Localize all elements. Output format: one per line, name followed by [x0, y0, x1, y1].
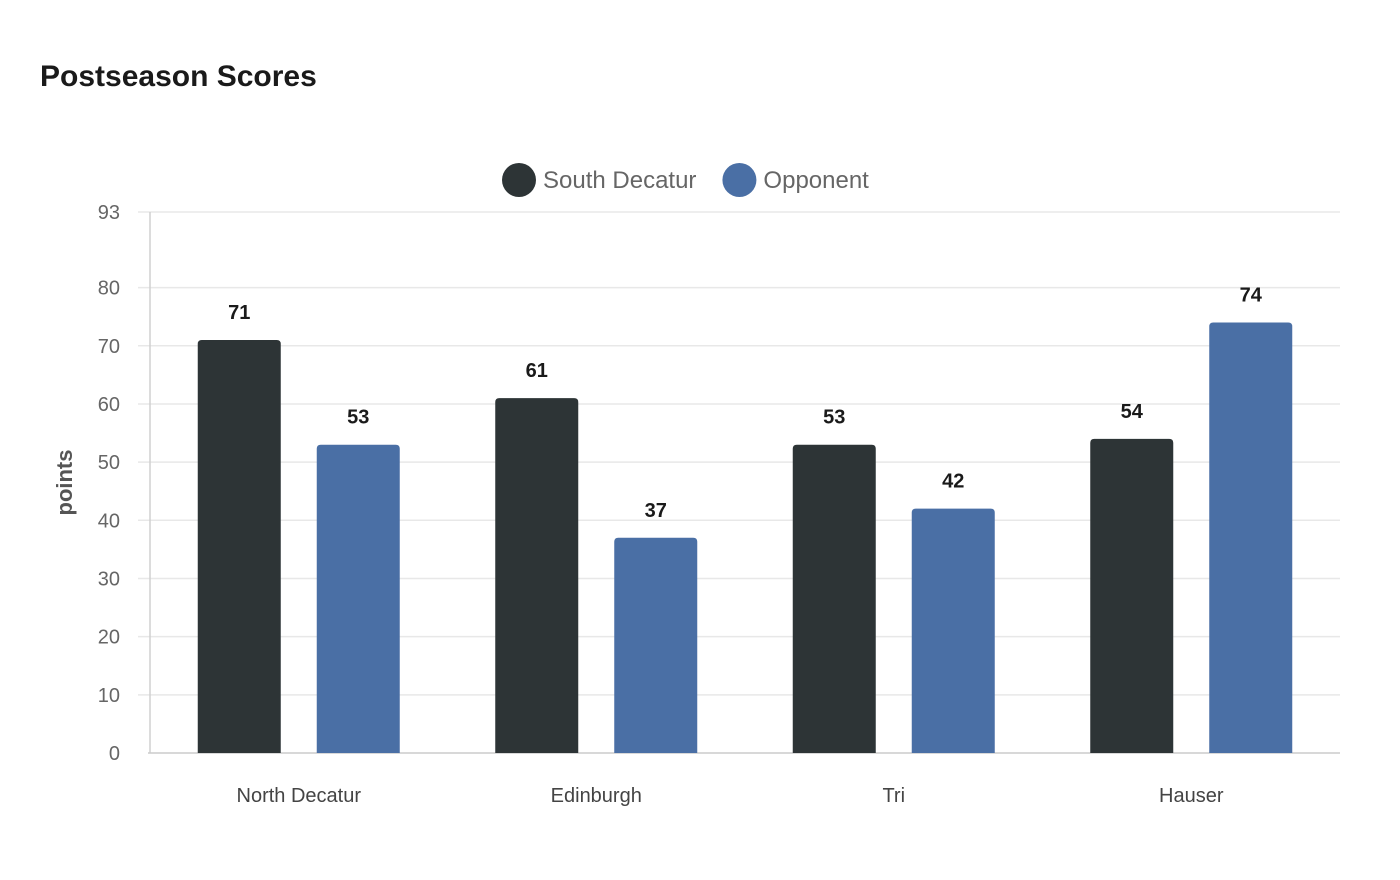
legend-swatch [502, 163, 536, 197]
y-tick-label: 70 [98, 336, 120, 358]
legend-label: Opponent [763, 167, 869, 194]
value-label: 61 [526, 360, 548, 382]
y-tick-label: 20 [98, 627, 120, 649]
y-tick-label: 10 [98, 685, 120, 707]
y-tick-label: 80 [98, 278, 120, 300]
value-label: 53 [347, 407, 369, 429]
chart-title: Postseason Scores [40, 60, 317, 93]
legend-label: South Decatur [543, 167, 696, 194]
y-tick-label: 50 [98, 452, 120, 474]
y-tick-label: 40 [98, 510, 120, 532]
category-label: North Decatur [237, 785, 362, 807]
y-tick-labels: 0 10 20 30 40 50 60 70 80 93 [98, 202, 120, 765]
value-label: 37 [645, 500, 667, 522]
bar [792, 444, 876, 753]
category-label: Edinburgh [551, 785, 642, 807]
value-label: 71 [228, 302, 250, 324]
bar [1209, 322, 1293, 753]
bar [316, 444, 400, 753]
value-label: 53 [823, 407, 845, 429]
value-label: 54 [1121, 401, 1144, 423]
category-labels: North Decatur Edinburgh Tri Hauser [237, 785, 1224, 807]
y-tick-label: 30 [98, 568, 120, 590]
value-labels: 71 53 61 37 53 42 54 74 [228, 285, 1263, 522]
bar [197, 339, 281, 753]
legend: South Decatur Opponent [502, 163, 869, 197]
bar [1090, 438, 1174, 753]
category-label: Tri [882, 785, 905, 807]
value-label: 42 [942, 471, 964, 493]
y-tick-label: 60 [98, 394, 120, 416]
y-axis-label: points [52, 450, 77, 516]
bar [614, 537, 698, 753]
y-tick-label: 0 [109, 743, 120, 765]
bar [495, 398, 579, 753]
bar [911, 508, 995, 753]
value-label: 74 [1240, 285, 1263, 307]
bars [197, 322, 1293, 753]
legend-swatch [722, 163, 757, 197]
category-label: Hauser [1159, 785, 1224, 807]
y-tick-label: 93 [98, 202, 120, 224]
